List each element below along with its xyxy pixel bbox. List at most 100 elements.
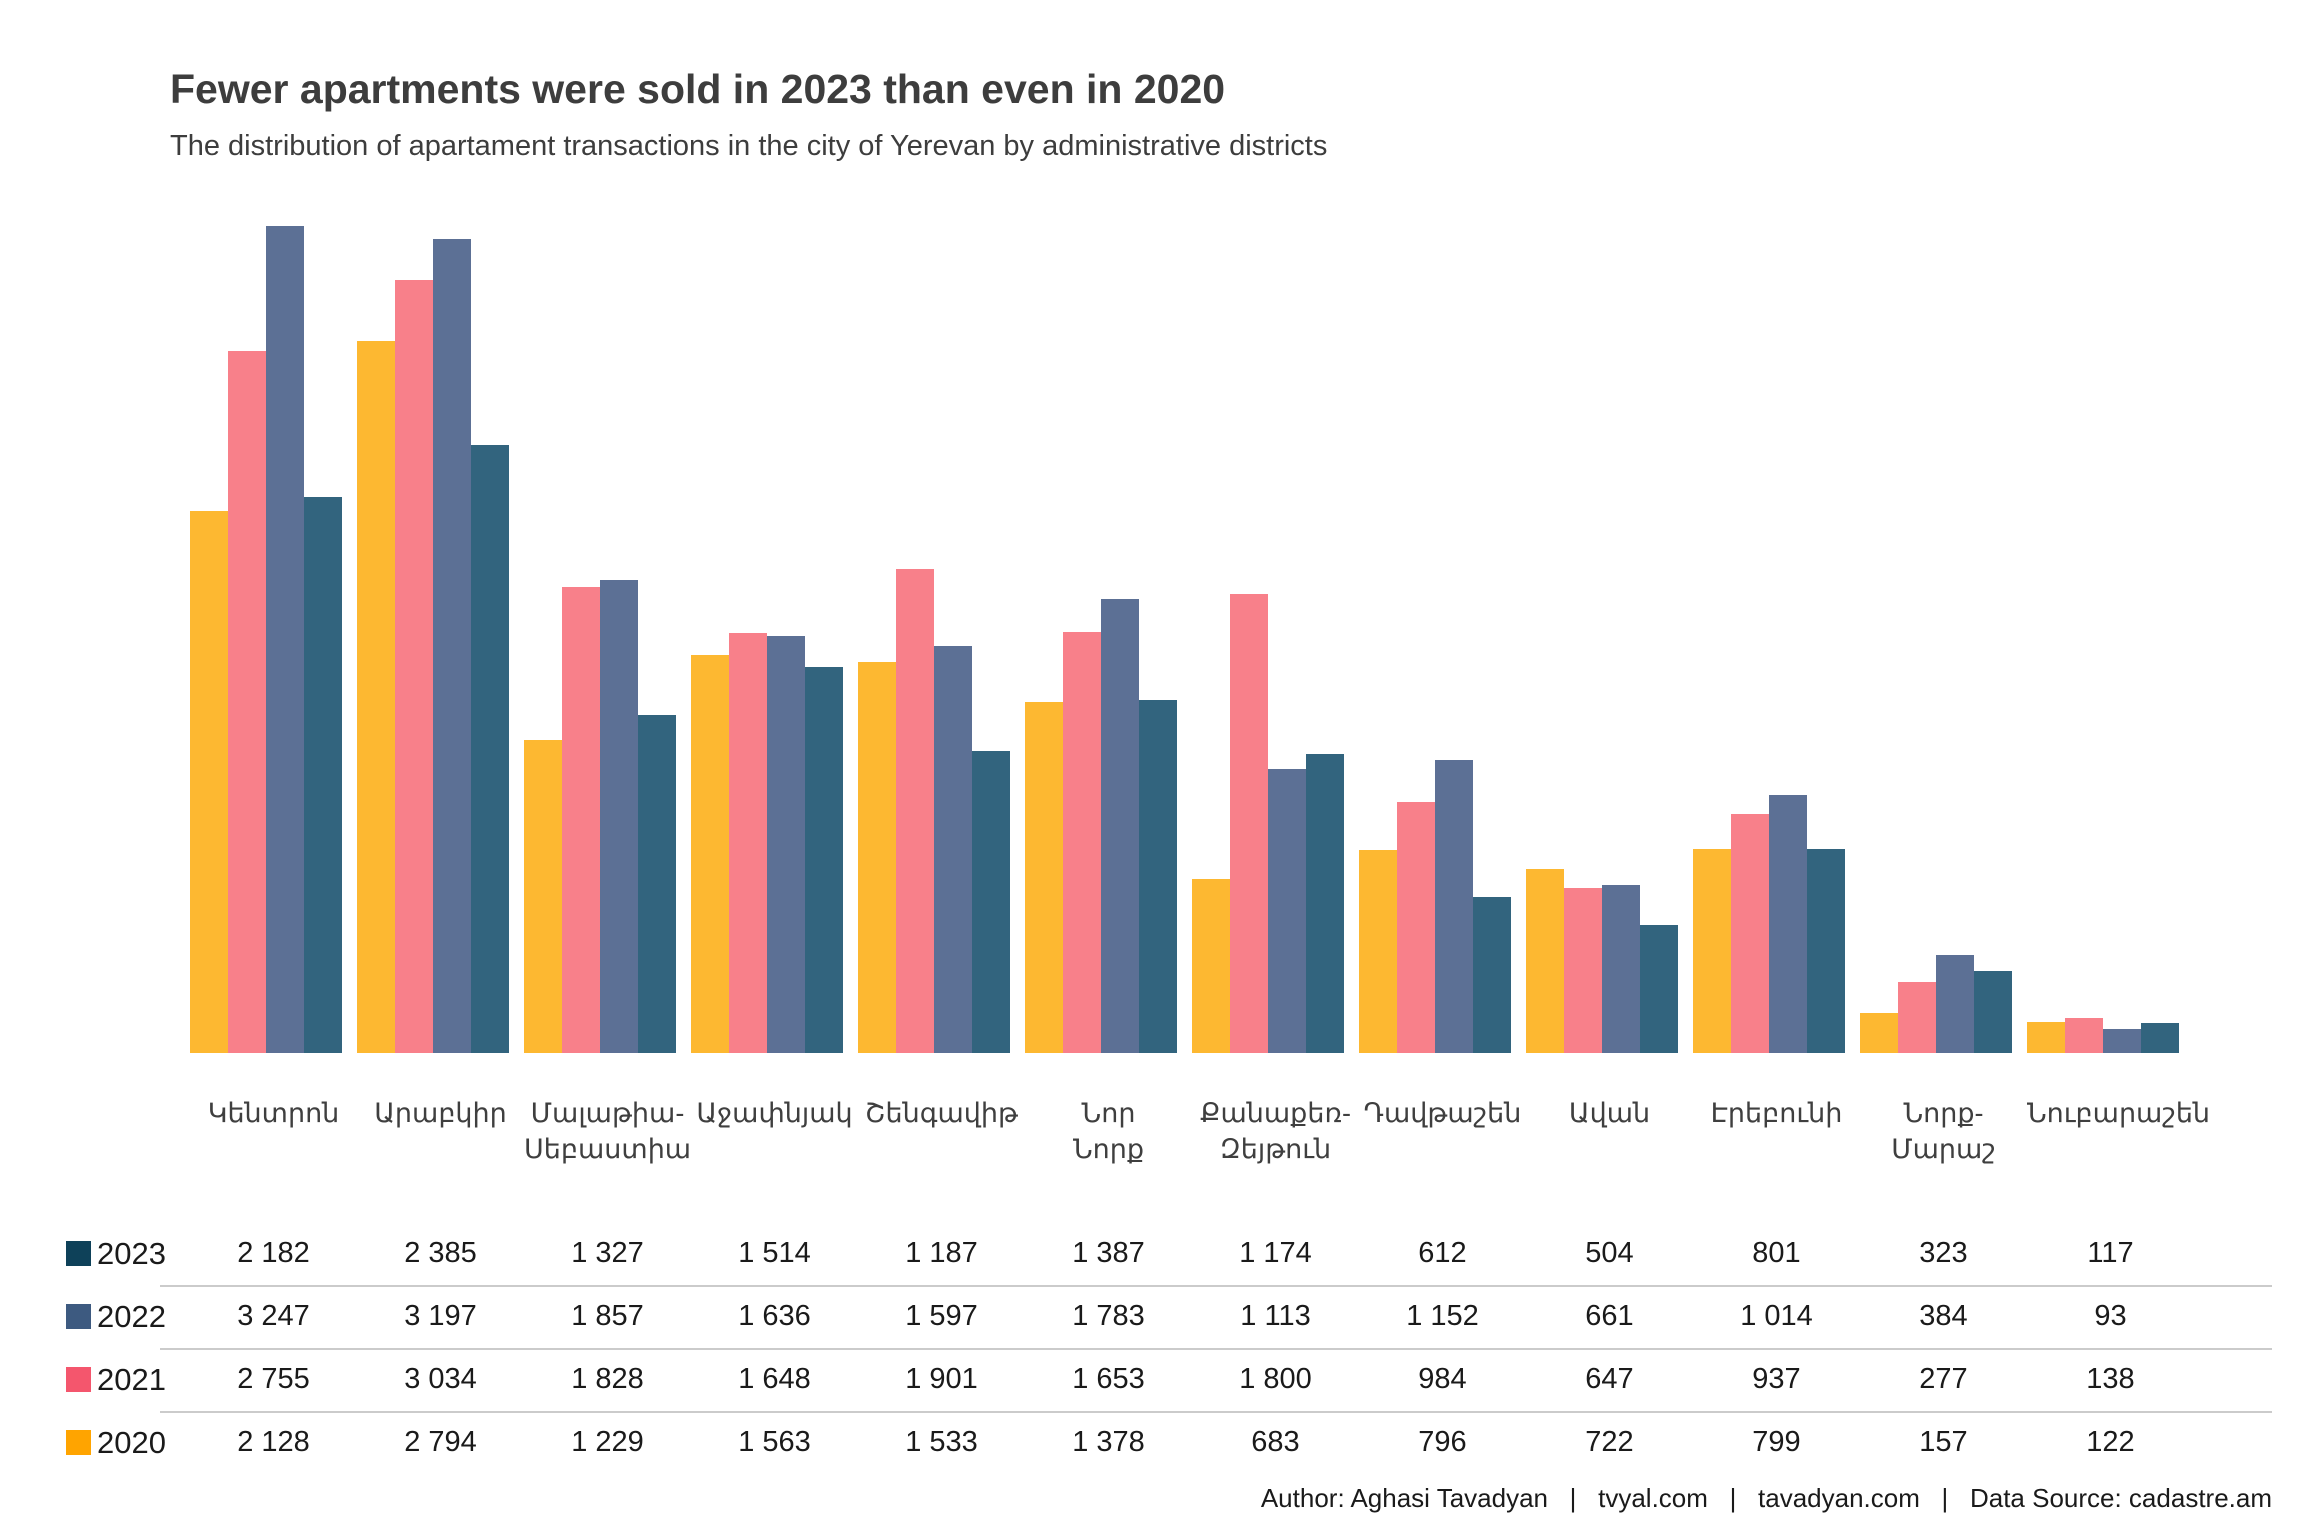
- row-values: 3 247 3 197 1 857 1 636 1 597 1 783 1 113 1 152…: [190, 1300, 2194, 1333]
- value-cell: 1 174: [1239, 1237, 1312, 1269]
- value-cell: 93: [2094, 1300, 2127, 1332]
- value-cell: 1 901: [905, 1363, 978, 1395]
- category-label: Արաբկիր: [374, 1098, 507, 1128]
- bar-2023: [1139, 700, 1177, 1053]
- bar-group: [1693, 225, 1860, 1053]
- bar-2022: [1435, 760, 1473, 1053]
- bar-2023: [1306, 754, 1344, 1053]
- legend-year-label: 2022: [97, 1298, 166, 1334]
- bar-2023: [1640, 925, 1678, 1053]
- value-cell: 2 128: [237, 1426, 310, 1458]
- bar-group: [2027, 225, 2194, 1053]
- value-cell: 2 182: [237, 1237, 310, 1269]
- row-separator: [160, 1285, 2272, 1287]
- value-cell: 1 229: [571, 1426, 644, 1458]
- legend-year-label: 2021: [97, 1361, 166, 1397]
- value-cell: 1 563: [738, 1426, 811, 1458]
- legend-swatch-icon: [66, 1367, 91, 1392]
- bar-2023: [972, 751, 1010, 1053]
- bar-group: [858, 225, 1025, 1053]
- bar-2022: [1268, 769, 1306, 1053]
- bar-2021: [1397, 802, 1435, 1053]
- value-cell: 117: [2087, 1237, 2134, 1269]
- legend-swatch-icon: [66, 1430, 91, 1455]
- row-separator: [160, 1411, 2272, 1413]
- value-cell: 3 034: [404, 1363, 477, 1395]
- bar-group: [1192, 225, 1359, 1053]
- value-cell: 1 828: [571, 1363, 644, 1395]
- value-cell: 277: [1919, 1363, 1968, 1395]
- bar-2020: [2027, 1022, 2065, 1053]
- bar-2022: [1101, 599, 1139, 1053]
- bar-2021: [729, 633, 767, 1053]
- bar-2022: [1936, 955, 1974, 1053]
- bar-2022: [433, 239, 471, 1053]
- value-cell: 384: [1919, 1300, 1968, 1332]
- bar-2021: [1564, 888, 1602, 1053]
- value-cell: 1 327: [571, 1237, 644, 1269]
- bar-2023: [1473, 897, 1511, 1053]
- bar-2022: [767, 636, 805, 1053]
- bar-2021: [228, 351, 266, 1053]
- bar-2020: [1192, 879, 1230, 1053]
- category-axis-labels: Կենտրոն Արաբկիր Մալաթիա- Սեբաստիա Աջափնյակ Շ…: [190, 1096, 2210, 1167]
- bar-2020: [1526, 869, 1564, 1053]
- legend-item-2023: 2023: [66, 1222, 166, 1285]
- category-label: Աջափնյակ: [696, 1098, 853, 1128]
- value-cell: 1 800: [1239, 1363, 1312, 1395]
- value-cell: 1 187: [905, 1237, 978, 1269]
- value-cell: 799: [1752, 1426, 1801, 1458]
- category-label: Նոր Նորք: [1072, 1098, 1145, 1164]
- bar-2023: [805, 667, 843, 1053]
- row-values: 2 128 2 794 1 229 1 563 1 533 1 378 683 796 722 7…: [190, 1426, 2194, 1459]
- value-cell: 2 794: [404, 1426, 477, 1458]
- value-cell: 796: [1418, 1426, 1467, 1458]
- bar-2021: [2065, 1018, 2103, 1053]
- value-cell: 1 113: [1240, 1300, 1311, 1332]
- page-subtitle: The distribution of apartament transacti…: [170, 130, 1328, 162]
- legend-year-label: 2020: [97, 1424, 166, 1460]
- value-cell: 612: [1418, 1237, 1467, 1269]
- bar-2023: [471, 445, 509, 1053]
- bar-group: [1860, 225, 2027, 1053]
- bar-2022: [934, 646, 972, 1053]
- bar-group: [190, 225, 357, 1053]
- bar-2022: [266, 226, 304, 1053]
- value-cell: 1 783: [1072, 1300, 1145, 1332]
- value-cell: 1 378: [1072, 1426, 1145, 1458]
- bar-2020: [858, 662, 896, 1053]
- category-label: Կենտրոն: [207, 1098, 340, 1128]
- value-cell: 1 636: [738, 1300, 811, 1332]
- bar-2023: [1807, 849, 1845, 1053]
- table-row-2023: 2023 2 182 2 385 1 327 1 514 1 187 1 387 1 174 6…: [0, 1222, 2304, 1285]
- bar-2022: [600, 580, 638, 1053]
- bar-2021: [1230, 594, 1268, 1053]
- bar-2023: [304, 497, 342, 1053]
- value-cell: 984: [1418, 1363, 1467, 1395]
- bar-2020: [524, 740, 562, 1053]
- bar-group: [1359, 225, 1526, 1053]
- legend-swatch-icon: [66, 1241, 91, 1266]
- value-cell: 722: [1585, 1426, 1634, 1458]
- row-separator: [160, 1348, 2272, 1350]
- value-cell: 683: [1251, 1426, 1300, 1458]
- row-values: 2 182 2 385 1 327 1 514 1 187 1 387 1 174 612 50…: [190, 1237, 2194, 1270]
- table-row-2022: 2022 3 247 3 197 1 857 1 636 1 597 1 783 1 113 1…: [0, 1285, 2304, 1348]
- value-cell: 1 648: [738, 1363, 811, 1395]
- bar-group: [357, 225, 524, 1053]
- bar-2023: [2141, 1023, 2179, 1053]
- value-cell: 1 514: [738, 1237, 811, 1269]
- bar-2023: [1974, 971, 2012, 1053]
- bar-2023: [638, 715, 676, 1053]
- legend-item-2022: 2022: [66, 1285, 166, 1348]
- row-values: 2 755 3 034 1 828 1 648 1 901 1 653 1 800 984 64…: [190, 1363, 2194, 1396]
- value-cell: 323: [1919, 1237, 1968, 1269]
- bar-2021: [896, 569, 934, 1053]
- legend-year-label: 2023: [97, 1235, 166, 1271]
- bar-group: [1526, 225, 1693, 1053]
- bar-2021: [395, 280, 433, 1053]
- category-label: Նորք- Մարաշ: [1891, 1098, 1996, 1164]
- value-cell: 647: [1585, 1363, 1634, 1395]
- value-cell: 661: [1585, 1300, 1634, 1332]
- value-cell: 2 385: [404, 1237, 477, 1269]
